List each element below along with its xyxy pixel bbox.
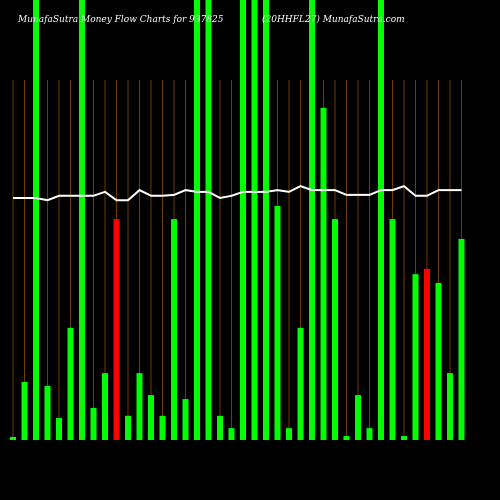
chart-subtitle: (20HHFL27) MunafaSutra.com bbox=[262, 14, 405, 25]
bar bbox=[412, 274, 419, 440]
bar bbox=[309, 0, 315, 440]
bar bbox=[148, 395, 154, 440]
bar bbox=[44, 385, 51, 440]
money-flow-line bbox=[13, 184, 462, 202]
bar bbox=[389, 219, 396, 440]
bar bbox=[240, 0, 246, 440]
bar bbox=[424, 268, 430, 440]
bar bbox=[194, 0, 200, 440]
bar bbox=[297, 327, 304, 440]
bar bbox=[182, 399, 189, 440]
bar bbox=[366, 428, 373, 440]
bar bbox=[171, 219, 177, 440]
bar bbox=[67, 327, 74, 440]
chart-title: MunafaSutra Money Flow Charts for 937825 bbox=[17, 15, 224, 25]
bar bbox=[251, 0, 258, 440]
bar bbox=[205, 0, 212, 440]
bar bbox=[378, 0, 384, 440]
bar bbox=[274, 205, 281, 440]
bar bbox=[355, 395, 361, 440]
bar bbox=[343, 436, 350, 440]
bar bbox=[56, 418, 62, 440]
bar bbox=[286, 428, 292, 440]
bar bbox=[447, 373, 453, 440]
bar bbox=[401, 436, 407, 440]
bar bbox=[332, 219, 338, 440]
bar bbox=[21, 381, 28, 440]
bar bbox=[33, 0, 39, 440]
bar bbox=[79, 0, 85, 440]
bar bbox=[125, 415, 131, 440]
bar bbox=[102, 373, 108, 440]
bar bbox=[10, 436, 16, 440]
bar bbox=[159, 415, 166, 440]
bar bbox=[263, 0, 269, 440]
bar bbox=[435, 282, 442, 440]
bar bbox=[217, 415, 223, 440]
bar bbox=[228, 428, 235, 440]
bar bbox=[320, 107, 327, 441]
bar bbox=[90, 407, 97, 440]
bar bbox=[458, 238, 465, 440]
bar bbox=[113, 219, 120, 440]
bar bbox=[136, 373, 143, 440]
